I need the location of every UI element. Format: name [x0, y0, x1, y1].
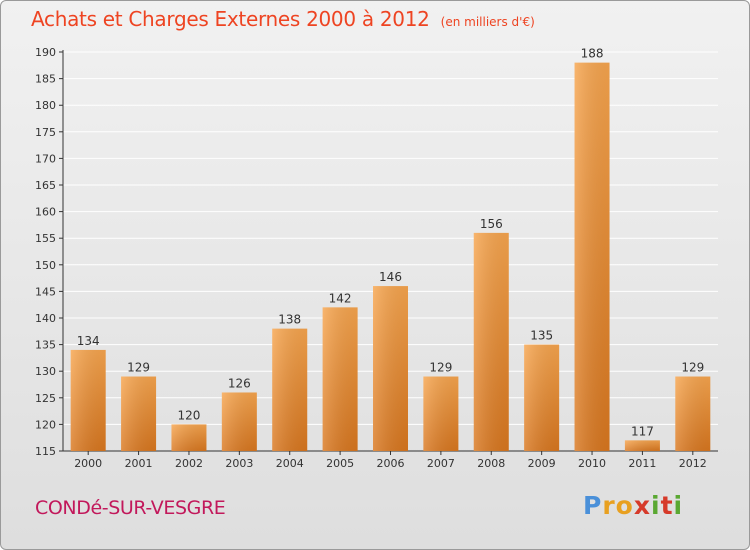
y-tick-label: 165	[35, 179, 56, 192]
bar-value-label: 129	[681, 361, 704, 375]
x-tick-label: 2000	[74, 457, 102, 470]
bar-shade	[121, 376, 157, 451]
y-tick-label: 145	[35, 285, 56, 298]
bar-shade	[473, 232, 509, 451]
bar-shade	[624, 440, 660, 451]
y-tick-label: 140	[35, 312, 56, 325]
bar-value-label: 134	[77, 334, 100, 348]
x-tick-label: 2010	[578, 457, 606, 470]
logo-letter: o	[615, 491, 634, 520]
bar-value-label: 117	[631, 424, 654, 438]
x-tick-label: 2003	[225, 457, 253, 470]
logo-letter: i	[651, 491, 661, 520]
x-tick-label: 2004	[276, 457, 304, 470]
x-tick-label: 2006	[377, 457, 405, 470]
bar-value-label: 188	[581, 47, 604, 61]
x-tick-label: 2012	[679, 457, 707, 470]
commune-name: CONDé-SUR-VESGRE	[35, 497, 226, 519]
bar-value-label: 120	[178, 408, 201, 422]
y-tick-label: 150	[35, 259, 56, 272]
y-tick-label: 180	[35, 99, 56, 112]
bar-shade	[171, 424, 207, 451]
logo-letter: r	[602, 491, 616, 520]
x-tick-label: 2005	[326, 457, 354, 470]
bar-value-label: 142	[329, 291, 352, 305]
y-tick-label: 175	[35, 126, 56, 139]
x-tick-label: 2009	[528, 457, 556, 470]
bar-shade	[524, 344, 560, 451]
bar-shade	[272, 328, 308, 451]
y-tick-label: 170	[35, 152, 56, 165]
bar-value-label: 138	[278, 313, 301, 327]
logo-letter: P	[583, 491, 603, 520]
x-tick-label: 2001	[125, 457, 153, 470]
bar-value-label: 129	[429, 361, 452, 375]
y-tick-label: 135	[35, 339, 56, 352]
logo-letter: x	[633, 491, 651, 520]
title-text: Achats et Charges Externes 2000 à 2012	[31, 7, 430, 31]
bar-shade	[221, 392, 257, 451]
y-tick-label: 125	[35, 392, 56, 405]
bar-shade	[373, 286, 408, 451]
x-tick-label: 2008	[477, 457, 505, 470]
chart-title: Achats et Charges Externes 2000 à 2012 (…	[31, 7, 535, 31]
labels: 115 120 125 130 135 140 145 150 155 160 165 170 175 1…	[35, 46, 707, 470]
y-tick-label: 120	[35, 418, 56, 431]
bar-shade	[322, 307, 358, 451]
bar-shade	[70, 349, 106, 451]
bar-shade	[423, 376, 459, 451]
bar-shade	[574, 62, 610, 451]
proxiti-logo: Proxiti	[583, 491, 683, 520]
logo-letter: i	[673, 491, 684, 520]
bar-value-label: 129	[127, 361, 150, 375]
y-tick-label: 115	[35, 445, 56, 458]
x-tick-label: 2011	[628, 457, 656, 470]
bar-value-label: 146	[379, 270, 402, 284]
logo-letter: t	[660, 491, 674, 520]
y-tick-label: 185	[35, 73, 56, 86]
unit-note: (en milliers d'€)	[440, 15, 535, 29]
y-tick-label: 130	[35, 365, 56, 378]
y-tick-label: 160	[35, 206, 56, 219]
y-tick-label: 190	[35, 46, 56, 59]
bars	[70, 62, 711, 451]
x-tick-label: 2007	[427, 457, 455, 470]
x-tick-label: 2002	[175, 457, 203, 470]
y-tick-label: 155	[35, 232, 56, 245]
bar-value-label: 156	[480, 217, 503, 231]
bar-value-label: 126	[228, 376, 251, 390]
bar-shade	[675, 376, 711, 451]
bar-value-label: 135	[530, 329, 553, 343]
